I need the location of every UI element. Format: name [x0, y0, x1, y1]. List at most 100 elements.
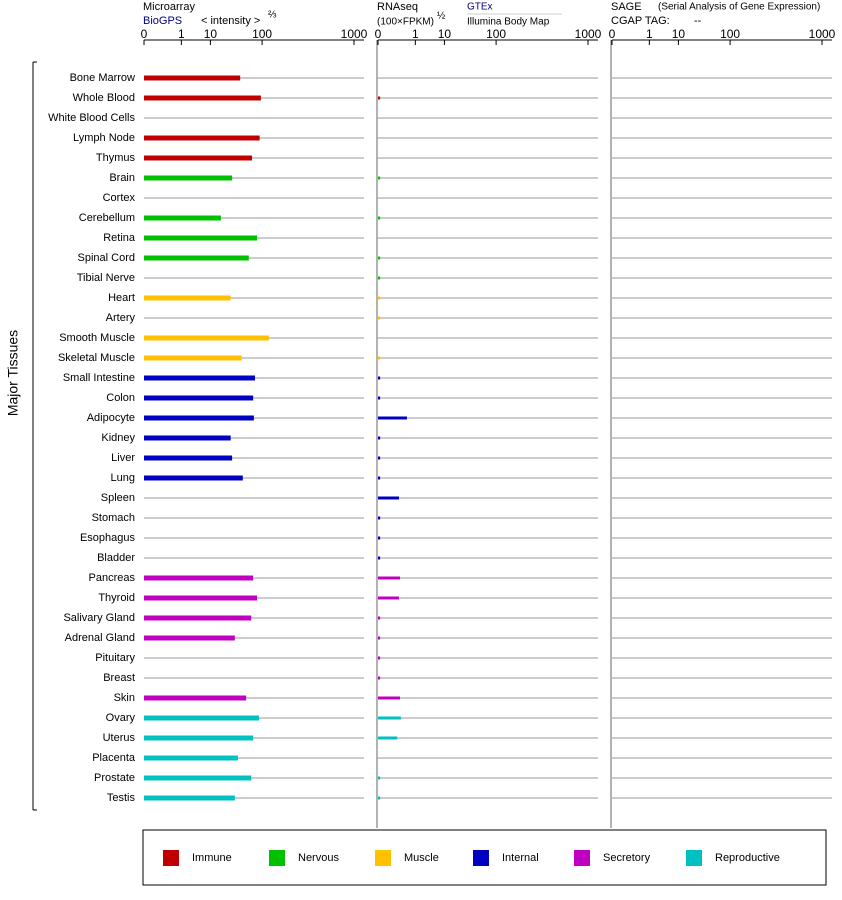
bar	[144, 335, 269, 341]
category-label: Small Intestine	[63, 372, 135, 384]
category-label: Lymph Node	[73, 132, 135, 144]
category-label: Pancreas	[89, 572, 136, 584]
bar	[144, 775, 252, 781]
bar	[378, 256, 381, 260]
legend-swatch	[269, 850, 285, 866]
bar	[378, 456, 381, 460]
bar	[144, 375, 255, 381]
legend-swatch	[473, 850, 489, 866]
category-label: Smooth Muscle	[59, 332, 135, 344]
legend-swatch	[686, 850, 702, 866]
x-tick-label: 100	[720, 27, 740, 41]
axis-label: (100×FPKM)	[377, 17, 434, 28]
panel-subtitle: (Serial Analysis of Gene Expression)	[658, 2, 820, 13]
bar	[144, 695, 247, 701]
bar	[378, 536, 381, 540]
category-label: Bladder	[97, 552, 135, 564]
bar	[144, 615, 252, 621]
x-tick-label: 100	[486, 27, 506, 41]
bar	[144, 355, 242, 361]
bar	[378, 516, 381, 520]
category-label: Breast	[103, 672, 135, 684]
legend-box	[142, 829, 827, 886]
bar	[378, 296, 381, 300]
x-tick-label: 0	[609, 27, 616, 41]
category-label: Placenta	[92, 752, 136, 764]
legend-label: Muscle	[404, 852, 439, 864]
category-label: Liver	[111, 452, 135, 464]
source: Illumina Body Map	[467, 17, 550, 28]
category-label: Colon	[106, 392, 135, 404]
bar	[144, 255, 249, 261]
bar	[378, 776, 381, 780]
source: GTEx	[467, 2, 493, 13]
x-tick-label: 100	[252, 27, 272, 41]
bar	[378, 636, 381, 640]
legend-label: Internal	[502, 852, 539, 864]
category-label: Bone Marrow	[70, 72, 135, 84]
category-label: Whole Blood	[73, 92, 135, 104]
category-label: Brain	[109, 172, 135, 184]
category-label: Kidney	[101, 432, 135, 444]
category-label: Cortex	[103, 192, 136, 204]
bar	[144, 795, 235, 801]
category-label: Skin	[114, 692, 135, 704]
category-label: Testis	[107, 792, 136, 804]
bar	[378, 716, 401, 720]
x-tick-label: 0	[375, 27, 382, 41]
bar	[144, 455, 233, 461]
source: BioGPS	[143, 15, 182, 27]
category-label: Cerebellum	[79, 212, 135, 224]
bar	[144, 595, 258, 601]
panel-title: SAGE	[611, 1, 642, 13]
bar	[144, 475, 243, 481]
bar	[144, 735, 254, 741]
category-label: Adrenal Gland	[65, 632, 135, 644]
category-label: Heart	[108, 292, 135, 304]
category-label: Uterus	[103, 732, 136, 744]
legend-swatch	[574, 850, 590, 866]
x-tick-label: 10	[204, 27, 218, 41]
axis-label: < intensity >	[201, 15, 260, 27]
axis-label-power: ½	[437, 11, 446, 22]
x-tick-label: 0	[141, 27, 148, 41]
bar	[144, 95, 261, 101]
bar	[378, 556, 381, 560]
bar	[378, 616, 381, 620]
category-label: Spleen	[101, 492, 135, 504]
tag: --	[694, 15, 702, 27]
bar	[378, 736, 398, 740]
bar	[144, 215, 221, 221]
bar	[378, 96, 381, 100]
bar	[144, 135, 260, 141]
bar	[378, 376, 381, 380]
bar	[144, 155, 253, 161]
panel-title: RNAseq	[377, 1, 418, 13]
bar	[144, 395, 254, 401]
bar	[378, 696, 400, 700]
bar	[144, 175, 233, 181]
bar	[144, 75, 241, 81]
x-tick-label: 10	[672, 27, 686, 41]
legend-label: Immune	[192, 852, 232, 864]
category-label: Thyroid	[98, 592, 135, 604]
tag-label: CGAP TAG:	[611, 15, 670, 27]
bar	[378, 476, 381, 480]
category-label: Skeletal Muscle	[58, 352, 135, 364]
bar	[378, 656, 381, 660]
x-tick-label: 1000	[809, 27, 836, 41]
bar	[144, 715, 260, 721]
category-label: Pituitary	[95, 652, 135, 664]
bar	[378, 496, 399, 500]
x-tick-label: 1000	[341, 27, 368, 41]
bar	[144, 575, 254, 581]
category-label: Spinal Cord	[78, 252, 135, 264]
legend-label: Nervous	[298, 852, 339, 864]
category-label: Adipocyte	[87, 412, 135, 424]
panel-title: Microarray	[143, 1, 195, 13]
x-tick-label: 1	[412, 27, 419, 41]
axis-label-power: ⅔	[268, 10, 277, 21]
bar	[378, 796, 381, 800]
bar	[144, 755, 238, 761]
